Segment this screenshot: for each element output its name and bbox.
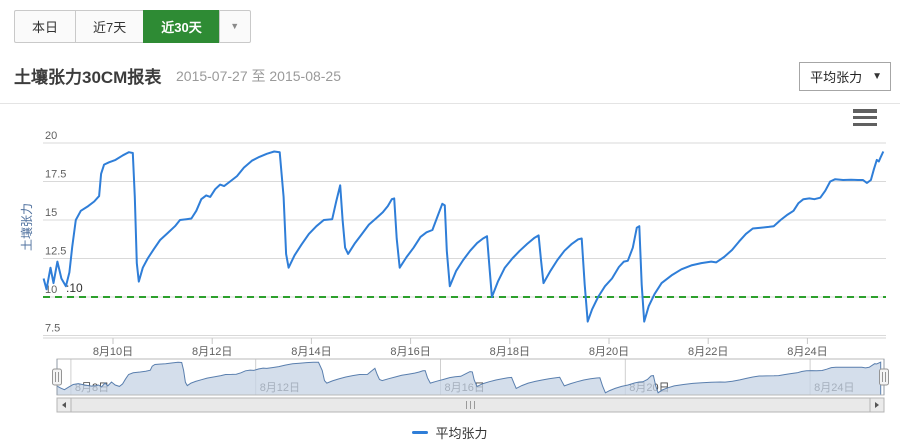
x-axis-tick-label: 8月24日 xyxy=(787,346,827,358)
x-axis-tick-label: 8月20日 xyxy=(589,346,629,358)
navigator-handle-left[interactable] xyxy=(52,359,62,395)
x-axis-tick-label: 8月12日 xyxy=(192,346,232,358)
y-axis-tick-label: 10 xyxy=(45,284,57,296)
navigator-area-series xyxy=(56,361,882,396)
y-axis-tick-label: 20 xyxy=(45,130,57,142)
date-range-tabs: 本日 近7天 近30天 ▼ xyxy=(14,10,251,43)
tab-last30days[interactable]: 近30天 xyxy=(143,10,219,43)
tab-today[interactable]: 本日 xyxy=(14,10,76,43)
chevron-down-icon: ▼ xyxy=(230,21,240,31)
x-axis-tick-label: 8月16日 xyxy=(390,346,430,358)
tab-dropdown-toggle[interactable]: ▼ xyxy=(218,10,251,43)
export-menu-icon[interactable] xyxy=(853,109,877,126)
series-line xyxy=(42,150,885,323)
series-select-value: 平均张力 xyxy=(810,70,863,85)
y-axis-tick-label: 17.5 xyxy=(45,169,66,181)
scroll-right-arrow-icon xyxy=(875,402,879,408)
scrollbar-right-button[interactable] xyxy=(869,397,885,413)
soil-tension-chart[interactable]: 7.5 10 12.5 15 17.5 20 8月10日 8月12日 8月14日 8月16日 8月1… xyxy=(0,104,900,443)
y-axis-tick-label: 7.5 xyxy=(45,323,60,335)
tab-last7days[interactable]: 近7天 xyxy=(75,10,144,43)
y-axis-tick-label: 15 xyxy=(45,207,57,219)
scrollbar-left-button[interactable] xyxy=(56,397,72,413)
legend-label: 平均张力 xyxy=(435,426,488,441)
scrollbar[interactable] xyxy=(56,397,885,413)
x-axis-tick-label: 8月22日 xyxy=(688,346,728,358)
chart-card: 7.5 10 12.5 15 17.5 20 8月10日 8月12日 8月14日 8月16日 8月1… xyxy=(0,103,900,443)
series-select[interactable]: 平均张力 ▼ xyxy=(799,62,891,91)
date-range-text: 2015-07-27 至 2015-08-25 xyxy=(176,68,342,84)
navigator-handle-right[interactable] xyxy=(879,359,889,395)
y-axis-tick-label: 12.5 xyxy=(45,246,66,258)
navigator[interactable]: 8月8日8月12日8月16日8月20日8月24日 xyxy=(52,358,889,396)
x-axis-tick-label: 8月14日 xyxy=(291,346,331,358)
scroll-left-arrow-icon xyxy=(62,402,66,408)
plot-area[interactable]: 7.5 10 12.5 15 17.5 20 8月10日 8月12日 8月14日 8月16日 8月1… xyxy=(19,130,886,358)
threshold-label: :10 xyxy=(66,281,83,295)
legend-line-swatch xyxy=(412,431,429,434)
page-title: 土壤张力30CM报表 xyxy=(14,68,162,87)
chart-legend[interactable]: 平均张力 xyxy=(0,423,900,442)
x-axis-tick-label: 8月18日 xyxy=(490,346,530,358)
chevron-down-icon: ▼ xyxy=(872,70,882,82)
x-axis-tick-label: 8月10日 xyxy=(93,346,133,358)
y-axis-title: 土壤张力 xyxy=(19,203,34,251)
